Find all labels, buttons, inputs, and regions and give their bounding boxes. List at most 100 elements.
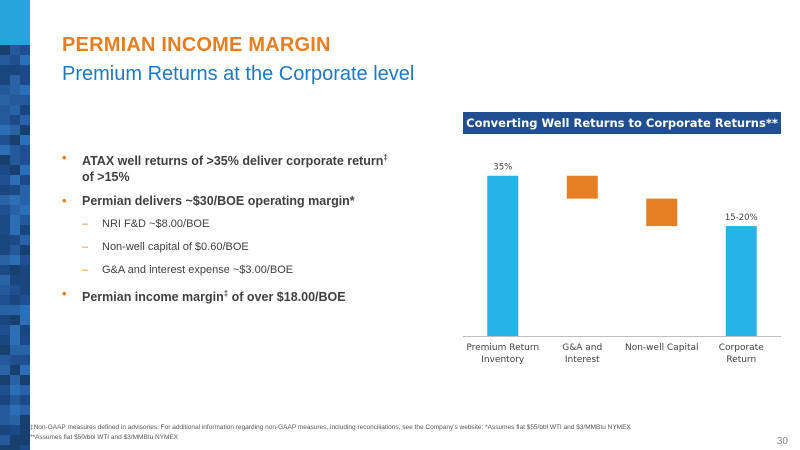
mosaic-tile <box>20 75 30 85</box>
footnote-line: **Assumes flat $50/bbl WTI and $3/MMBtu … <box>30 434 179 441</box>
bullet-text-cont: of >15% <box>82 170 130 185</box>
mosaic-tile <box>0 125 10 135</box>
mosaic-tile <box>0 85 10 95</box>
bar-3 <box>725 226 757 336</box>
sub-bullet-text: G&A and interest expense ~$3.00/BOE <box>102 264 294 277</box>
mosaic-tile <box>10 315 20 325</box>
mosaic-tile <box>10 135 20 145</box>
bullet-text: Permian income margin <box>82 290 224 305</box>
mosaic-tile <box>0 105 10 115</box>
strip-top-accent <box>0 0 30 45</box>
x-tick-label: Premium Return <box>466 343 539 353</box>
mosaic-tile <box>10 85 20 95</box>
x-tick-label: Interest <box>565 355 600 365</box>
mosaic-tile <box>0 155 10 165</box>
mosaic-tile <box>0 95 10 105</box>
mosaic-tile <box>10 55 20 65</box>
mosaic-tile <box>10 155 20 165</box>
mosaic-tile <box>10 445 20 450</box>
mosaic-tile <box>20 215 30 225</box>
mosaic-tile <box>0 245 10 255</box>
mosaic-tile <box>20 325 30 335</box>
footnote-marker: ‡ <box>383 153 388 162</box>
mosaic-tile <box>10 215 20 225</box>
mosaic-tile <box>0 305 10 315</box>
bullet-item-income-margin: • Permian income margin‡ of over $18.00/… <box>62 286 402 305</box>
mosaic-tile <box>20 135 30 145</box>
mosaic-tile <box>20 305 30 315</box>
sub-bullet-item: – Non-well capital of $0.60/BOE <box>62 240 402 254</box>
footnote-marker: ‡ <box>223 289 229 299</box>
sub-bullet-item: – NRI F&D ~$8.00/BOE <box>62 217 402 231</box>
mosaic-tile <box>0 325 10 335</box>
bullet-item-well-returns: • ATAX well returns of >35% deliver corp… <box>62 150 402 185</box>
mosaic-tile <box>0 135 10 145</box>
bullet-dot-icon: • <box>62 286 67 302</box>
mosaic-tile <box>20 175 30 185</box>
mosaic-tile <box>20 375 30 385</box>
mosaic-tile <box>20 445 30 450</box>
mosaic-tile <box>10 395 20 405</box>
mosaic-tile <box>10 245 20 255</box>
mosaic-tile <box>10 65 20 75</box>
mosaic-tile <box>10 425 20 435</box>
mosaic-tile <box>0 225 10 235</box>
mosaic-tile <box>20 345 30 355</box>
bar-1 <box>566 175 598 199</box>
waterfall-chart: 35% Premium Return Inventory G&A and Interes… <box>463 163 781 365</box>
dash-icon: – <box>82 218 89 231</box>
mosaic-tile <box>20 245 30 255</box>
bullet-item-operating-margin: • Permian delivers ~$30/BOE operating ma… <box>62 193 402 209</box>
mosaic-tile <box>0 115 10 125</box>
bullet-text-cont: of over $18.00/BOE <box>228 290 346 305</box>
chart-title: Converting Well Returns to Corporate Ret… <box>463 112 781 134</box>
mosaic-tile <box>20 235 30 245</box>
mosaic-tile <box>10 195 20 205</box>
mosaic-tile <box>10 325 20 335</box>
mosaic-tile <box>10 45 20 55</box>
mosaic-tile <box>0 45 10 55</box>
x-tick-label: Corporate <box>719 343 764 353</box>
mosaic-tile <box>0 255 10 265</box>
mosaic-tile <box>10 225 20 235</box>
bullet-text: ATAX well returns of >35% deliver corpor… <box>82 154 384 169</box>
mosaic-tile <box>10 375 20 385</box>
mosaic-tile <box>0 165 10 175</box>
mosaic-tile <box>10 75 20 85</box>
mosaic-tile <box>20 405 30 415</box>
mosaic-tile <box>20 425 30 435</box>
x-tick-label: Return <box>726 355 756 365</box>
mosaic-tile <box>0 395 10 405</box>
mosaic-tile <box>0 295 10 305</box>
mosaic-tile <box>20 45 30 55</box>
mosaic-tile <box>20 285 30 295</box>
page-title: PERMIAN INCOME MARGIN <box>62 34 331 56</box>
mosaic-tile <box>0 65 10 75</box>
mosaic-tile <box>20 165 30 175</box>
mosaic-tile <box>10 205 20 215</box>
mosaic-tile <box>0 445 10 450</box>
strip-mosaic <box>0 45 30 450</box>
mosaic-tile <box>10 115 20 125</box>
sub-bullet-text: NRI F&D ~$8.00/BOE <box>102 218 210 231</box>
mosaic-tile <box>0 345 10 355</box>
mosaic-tile <box>20 295 30 305</box>
mosaic-tile <box>0 195 10 205</box>
mosaic-tile <box>20 155 30 165</box>
mosaic-tile <box>0 385 10 395</box>
mosaic-tile <box>10 235 20 245</box>
mosaic-tile <box>0 355 10 365</box>
mosaic-tile <box>20 395 30 405</box>
mosaic-tile <box>0 375 10 385</box>
mosaic-tile <box>20 315 30 325</box>
mosaic-tile <box>0 215 10 225</box>
x-tick-label: G&A and <box>562 343 602 353</box>
mosaic-tile <box>0 315 10 325</box>
left-decorative-strip <box>0 0 30 450</box>
mosaic-tile <box>10 295 20 305</box>
data-label-0: 35% <box>493 163 512 173</box>
mosaic-tile <box>10 415 20 425</box>
mosaic-tile <box>20 95 30 105</box>
mosaic-tile <box>20 335 30 345</box>
mosaic-tile <box>0 335 10 345</box>
